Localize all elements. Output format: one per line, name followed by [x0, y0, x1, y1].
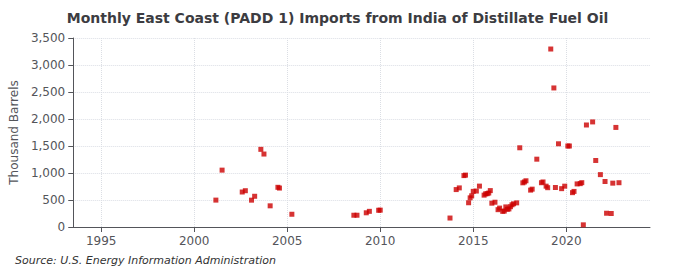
svg-text:0: 0 — [58, 220, 66, 234]
svg-text:3,500: 3,500 — [31, 31, 65, 45]
svg-text:2,500: 2,500 — [31, 85, 65, 99]
svg-text:2010: 2010 — [365, 234, 396, 248]
svg-text:3,000: 3,000 — [31, 58, 65, 72]
svg-text:2,000: 2,000 — [31, 112, 65, 126]
svg-text:2000: 2000 — [179, 234, 210, 248]
svg-text:2015: 2015 — [458, 234, 489, 248]
svg-text:Monthly East Coast (PADD 1) Im: Monthly East Coast (PADD 1) Imports from… — [67, 10, 609, 26]
svg-text:Source: U.S. Energy Informatio: Source: U.S. Energy Information Administ… — [15, 254, 276, 267]
svg-text:1,500: 1,500 — [31, 139, 65, 153]
svg-text:Thousand Barrels: Thousand Barrels — [7, 80, 21, 185]
svg-text:2005: 2005 — [272, 234, 303, 248]
svg-text:1995: 1995 — [86, 234, 117, 248]
svg-text:1,000: 1,000 — [31, 166, 65, 180]
svg-text:500: 500 — [42, 193, 65, 207]
svg-text:2020: 2020 — [551, 234, 582, 248]
